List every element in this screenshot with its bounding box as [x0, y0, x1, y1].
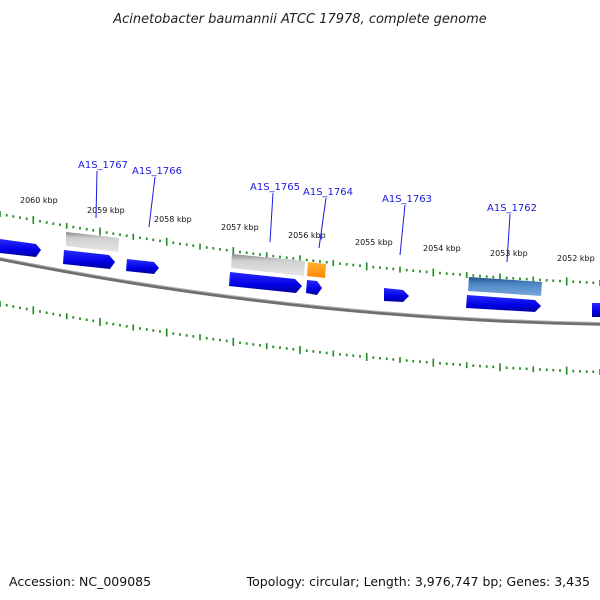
features-upper-track — [0, 232, 542, 296]
kbp-label-2054: 2054 kbp — [423, 244, 461, 253]
kbp-label-2060: 2060 kbp — [20, 196, 58, 205]
accession-text: Accession: NC_009085 — [9, 574, 151, 589]
kbp-label-2059: 2059 kbp — [87, 206, 125, 215]
map-title: Acinetobacter baumannii ATCC 17978, comp… — [112, 12, 487, 27]
inner-tick-track — [0, 301, 600, 375]
kbp-label-2053: 2053 kbp — [490, 249, 528, 258]
leader-a1s-1764 — [318, 197, 327, 249]
genome-backbone-highlight — [0, 257, 600, 323]
gene-label-a1s-1762[interactable]: A1S_1762 — [487, 203, 537, 214]
leader-a1s-1766 — [148, 176, 156, 228]
gene-arrow-a1s-1767[interactable] — [63, 250, 115, 269]
gene-arrow-a1s-1766[interactable] — [126, 259, 159, 274]
kbp-scale: 2060 kbp 2059 kbp 2058 kbp 2057 kbp 2056… — [20, 196, 595, 263]
gene-labels: A1S_1767 A1S_1766 A1S_1765 A1S_1764 A1S_… — [78, 160, 537, 214]
gene-label-a1s-1766[interactable]: A1S_1766 — [132, 166, 182, 177]
gene-arrow-a1s-1765[interactable] — [229, 272, 302, 293]
kbp-label-2052: 2052 kbp — [557, 254, 595, 263]
feature-block-a1s-1762[interactable] — [468, 277, 542, 296]
feature-block-a1s-1764[interactable] — [307, 262, 326, 278]
gene-label-a1s-1763[interactable]: A1S_1763 — [382, 194, 432, 205]
kbp-label-2055: 2055 kbp — [355, 238, 393, 247]
leader-a1s-1767 — [95, 170, 98, 219]
outer-tick-track — [0, 211, 600, 286]
pseudogene-block-a1s-1767[interactable] — [66, 232, 119, 252]
leader-a1s-1762 — [506, 213, 511, 263]
kbp-label-2058: 2058 kbp — [154, 215, 192, 224]
gene-arrow-offscreen-left[interactable] — [0, 239, 41, 257]
gene-label-leaders — [95, 170, 511, 263]
gene-label-a1s-1767[interactable]: A1S_1767 — [78, 160, 128, 171]
kbp-label-2057: 2057 kbp — [221, 223, 259, 232]
genome-summary-text: Topology: circular; Length: 3,976,747 bp… — [246, 574, 590, 589]
pseudogene-block-a1s-1765[interactable] — [231, 254, 305, 276]
gene-label-a1s-1765[interactable]: A1S_1765 — [250, 182, 300, 193]
gene-label-a1s-1764[interactable]: A1S_1764 — [303, 187, 353, 198]
leader-a1s-1763 — [399, 204, 406, 256]
gene-arrow-offscreen-right[interactable] — [592, 303, 600, 317]
gene-arrow-a1s-1764[interactable] — [306, 280, 322, 295]
kbp-label-2056: 2056 kbp — [288, 231, 326, 240]
gene-arrow-a1s-1763[interactable] — [384, 288, 409, 302]
genome-backbone — [0, 257, 600, 326]
leader-a1s-1765 — [269, 192, 274, 243]
gene-arrow-a1s-1762[interactable] — [466, 295, 541, 312]
features-lower-track — [63, 250, 600, 317]
